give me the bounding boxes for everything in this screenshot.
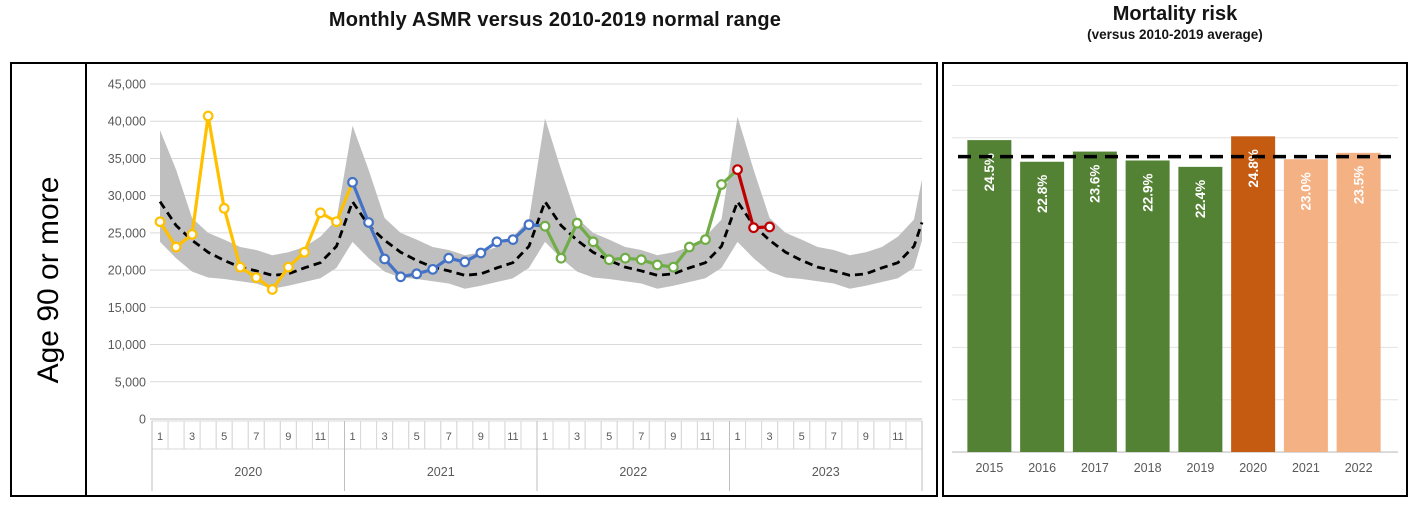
right-chart-subtitle: (versus 2010-2019 average) (1087, 27, 1263, 42)
right-chart-panel (942, 62, 1408, 497)
left-chart-title: Monthly ASMR versus 2010-2019 normal ran… (328, 9, 782, 31)
left-chart-panel: Age 90 or more (10, 62, 938, 497)
right-chart-title: Mortality risk (1112, 3, 1238, 25)
right-chart-title-block: Mortality risk (versus 2010-2019 average… (942, 3, 1408, 42)
y-axis-row-label: Age 90 or more (31, 176, 65, 383)
row-label-cell: Age 90 or more (12, 64, 87, 495)
